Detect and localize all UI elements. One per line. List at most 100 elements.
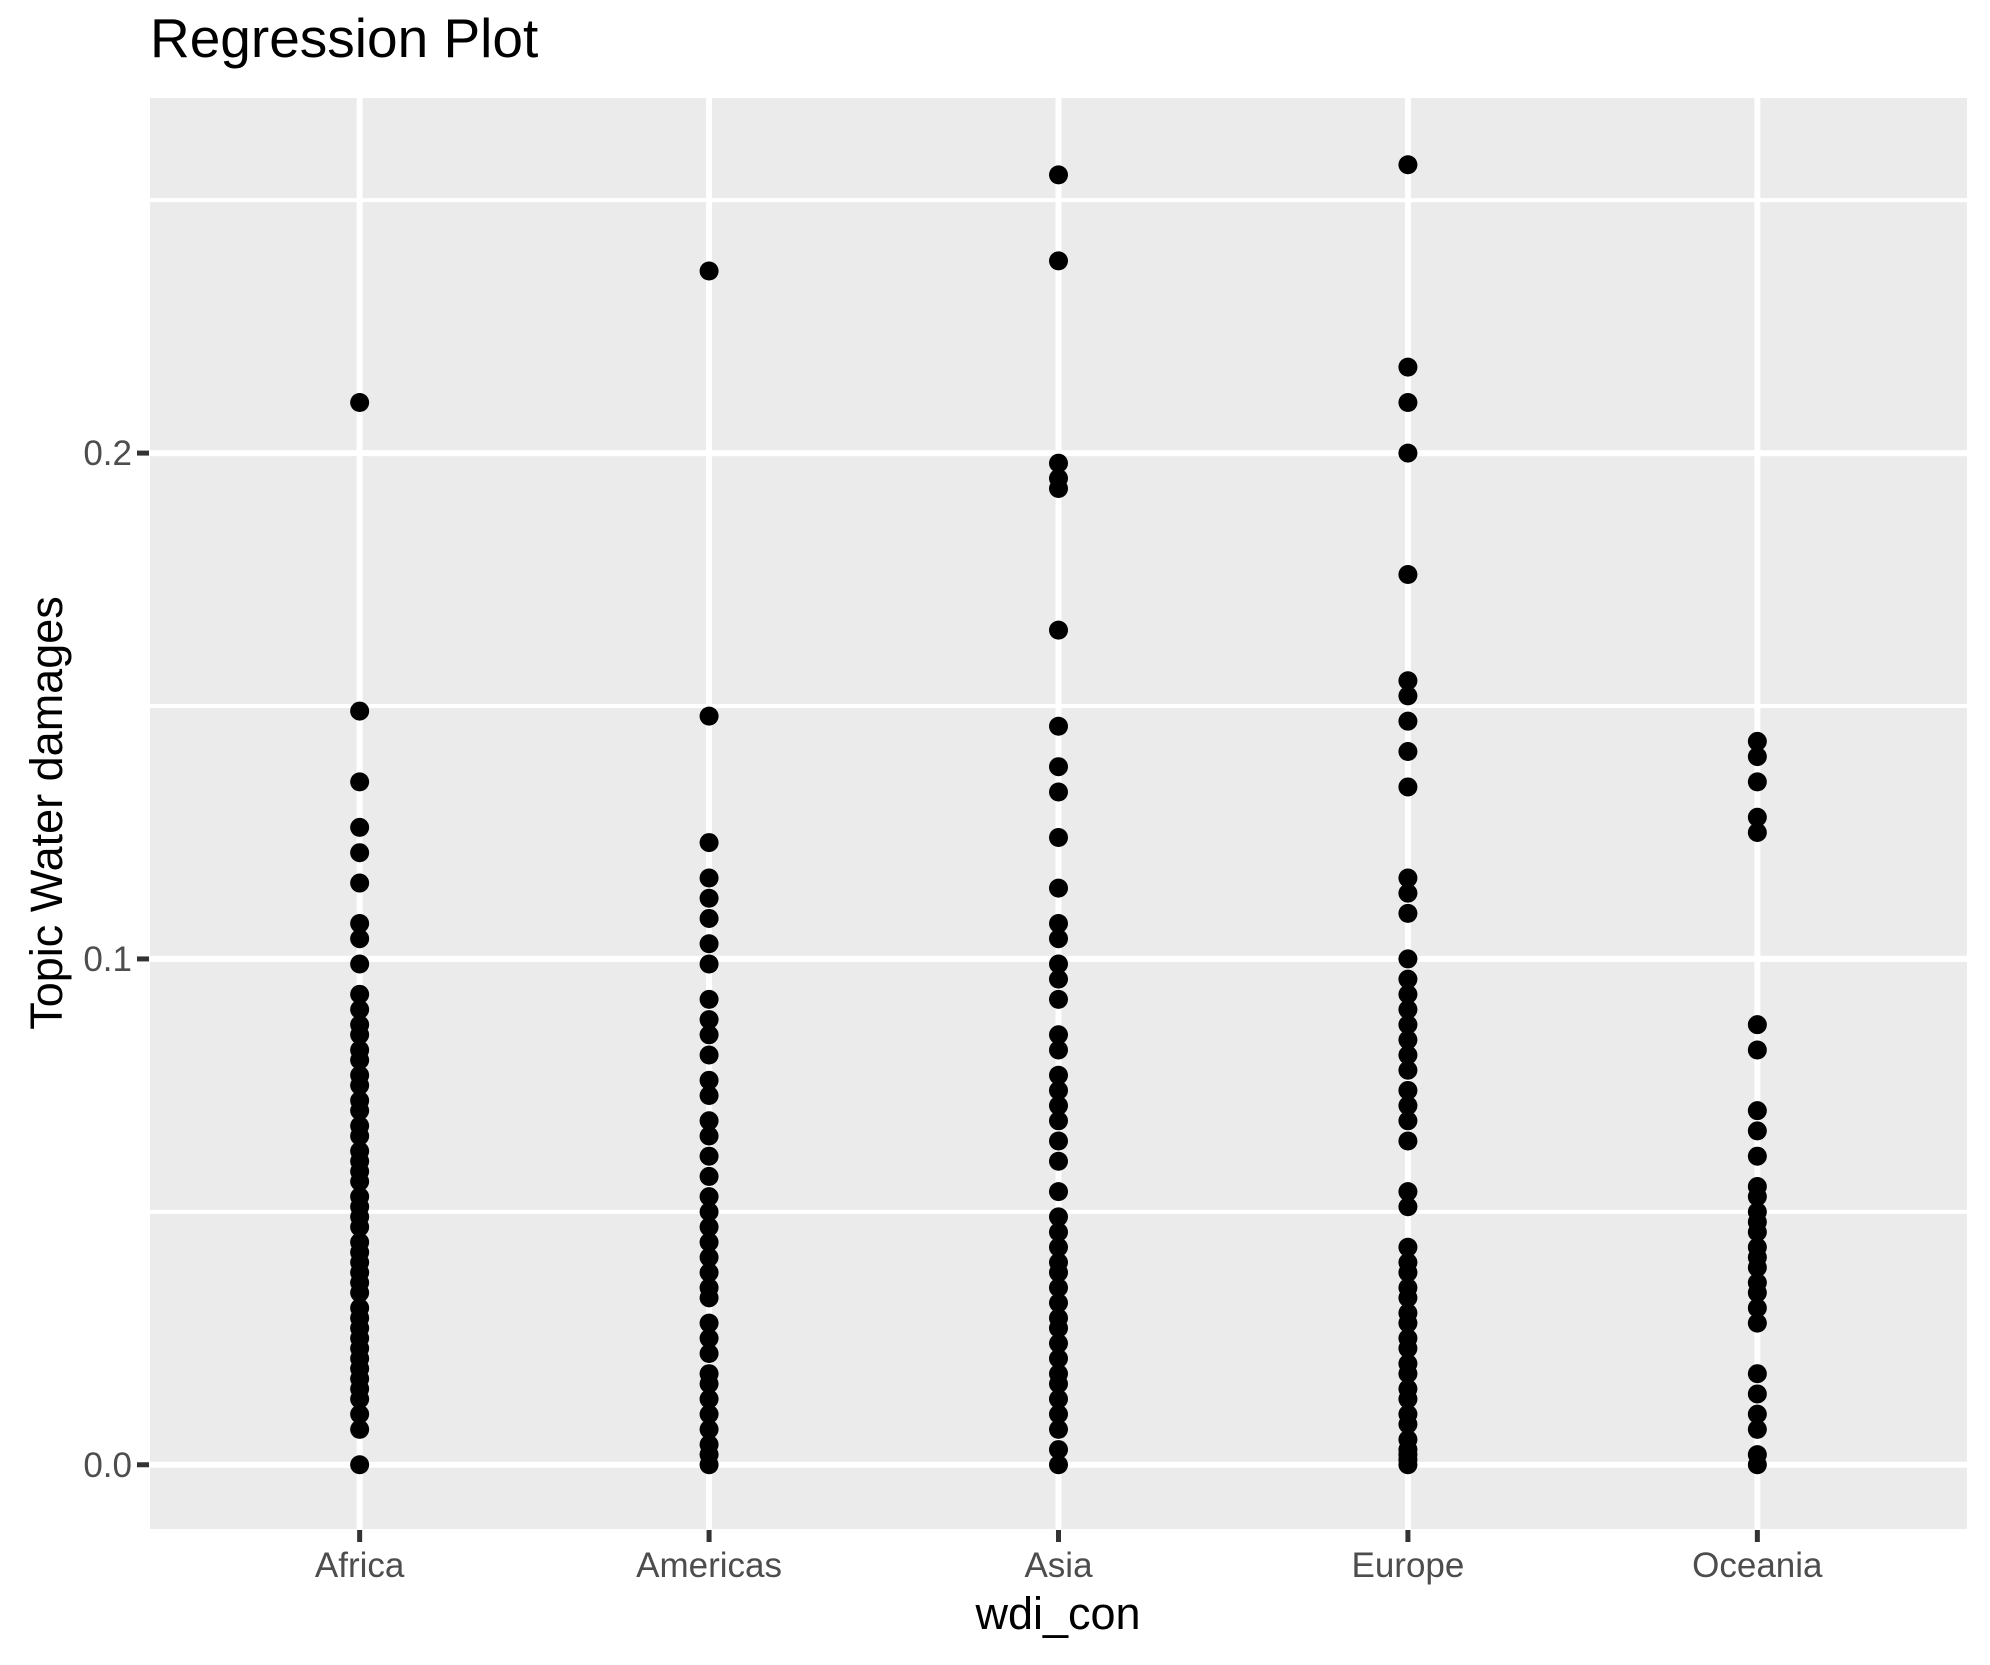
data-point	[1049, 1440, 1068, 1460]
data-point	[699, 954, 719, 974]
data-point	[1049, 757, 1068, 777]
data-point	[1049, 165, 1068, 185]
data-point	[1747, 1419, 1767, 1439]
x-axis-tick-label: Asia	[1024, 1546, 1093, 1585]
data-point	[699, 1070, 719, 1090]
x-axis-tick-label: Africa	[314, 1546, 405, 1585]
data-point	[1398, 868, 1418, 888]
data-point	[1049, 251, 1068, 271]
data-point	[699, 1111, 719, 1131]
data-point	[699, 1313, 719, 1333]
data-point	[1398, 1182, 1418, 1202]
data-point	[699, 1343, 719, 1363]
data-point	[1747, 1101, 1767, 1121]
data-point	[1398, 1313, 1418, 1333]
data-point	[1049, 716, 1068, 736]
data-point	[1049, 828, 1068, 848]
data-point	[1398, 1111, 1418, 1131]
data-point	[1398, 564, 1418, 584]
data-point	[350, 1075, 370, 1095]
data-point	[699, 888, 719, 908]
data-point	[1747, 1015, 1767, 1035]
x-axis-tick-label: Oceania	[1692, 1546, 1823, 1585]
data-point	[350, 1025, 370, 1045]
data-point	[1049, 479, 1068, 499]
data-point	[1049, 1151, 1068, 1171]
data-point	[1049, 1374, 1068, 1394]
data-point	[1747, 772, 1767, 792]
data-point	[1049, 1404, 1068, 1424]
data-point	[1398, 711, 1418, 731]
data-point	[350, 1217, 370, 1237]
data-point	[1049, 1096, 1068, 1116]
data-point	[1747, 807, 1767, 827]
data-point	[350, 873, 370, 893]
y-axis-tick-label: 0.0	[83, 1445, 132, 1485]
data-point	[1049, 1455, 1068, 1475]
data-point	[1398, 686, 1418, 706]
data-point	[1398, 1263, 1418, 1283]
data-point	[1747, 1384, 1767, 1404]
data-point	[699, 934, 719, 954]
data-point	[699, 1328, 719, 1348]
data-point	[1049, 954, 1068, 974]
data-point	[699, 1010, 719, 1030]
data-point	[699, 1126, 719, 1146]
data-point	[1398, 1131, 1418, 1151]
data-point	[1049, 782, 1068, 802]
data-point	[1747, 1283, 1767, 1303]
data-point	[1398, 1338, 1418, 1358]
data-point	[699, 1389, 719, 1409]
data-point	[1398, 969, 1418, 989]
data-point	[1398, 1096, 1418, 1116]
data-point	[350, 1000, 370, 1020]
data-point	[350, 1283, 370, 1303]
data-point	[1747, 747, 1767, 767]
data-point	[1747, 1040, 1767, 1060]
data-point	[1049, 1263, 1068, 1283]
data-point	[1398, 671, 1418, 691]
plot-title: Regression Plot	[150, 7, 539, 69]
data-point	[699, 1166, 719, 1186]
y-axis-tick-label: 0.1	[83, 939, 132, 979]
data-point	[1049, 989, 1068, 1009]
data-point	[350, 914, 370, 934]
data-point	[699, 1404, 719, 1424]
data-point	[350, 1101, 370, 1121]
data-point	[1747, 1222, 1767, 1242]
data-point	[1747, 1313, 1767, 1333]
data-point	[1747, 822, 1767, 842]
data-point	[350, 393, 370, 413]
data-point	[1398, 1197, 1418, 1217]
data-point	[699, 261, 719, 281]
data-point	[350, 1404, 370, 1424]
data-point	[699, 1374, 719, 1394]
data-point	[1398, 984, 1418, 1004]
data-point	[1747, 1121, 1767, 1141]
data-point	[350, 929, 370, 949]
data-point	[1049, 1025, 1068, 1045]
x-axis-tick-label: Europe	[1351, 1546, 1465, 1585]
data-point	[1049, 929, 1068, 949]
data-point	[1398, 949, 1418, 969]
data-point	[1049, 1182, 1068, 1202]
data-point	[1398, 443, 1418, 463]
data-point	[699, 1045, 719, 1065]
data-point	[350, 772, 370, 792]
data-point	[1398, 1045, 1418, 1065]
data-point	[1398, 903, 1418, 923]
data-point	[350, 1050, 370, 1070]
data-point	[350, 1419, 370, 1439]
data-point	[1747, 1364, 1767, 1384]
data-point	[1398, 883, 1418, 903]
data-point	[350, 701, 370, 721]
data-point	[1398, 155, 1418, 175]
data-point	[1747, 1455, 1767, 1475]
data-point	[699, 1187, 719, 1207]
data-point	[350, 1126, 370, 1146]
data-point	[1398, 1389, 1418, 1409]
data-point	[1398, 1364, 1418, 1384]
data-point	[350, 954, 370, 974]
data-point	[1398, 777, 1418, 797]
